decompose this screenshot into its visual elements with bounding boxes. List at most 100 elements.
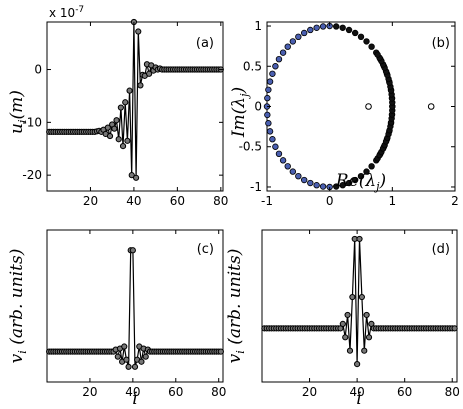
panel-c-plot-area: 20 40 60 80 <box>46 230 226 399</box>
panel-a-data-point <box>146 70 153 77</box>
panel-b: -1 0 1 2-1-0.500.51 (b) Re(λj) Im(λj) <box>229 19 459 208</box>
panel-d-plot-area: 20 40 60 80 <box>261 230 460 399</box>
panel-b-x-axis-label: Re(λj) <box>335 171 386 193</box>
panel-b-eigenvalue-point <box>266 78 274 85</box>
panel-d-x-tick-label: 20 <box>302 385 317 399</box>
panel-d-data-point <box>346 347 354 354</box>
panel-b-outlier-point <box>365 103 372 110</box>
panel-a-data-point <box>111 125 118 132</box>
panel-c-x-tick-label: 80 <box>211 385 226 399</box>
panel-b-outlier-point <box>427 103 435 110</box>
panel-d-data-point <box>361 347 368 354</box>
panel-d-data-point <box>363 311 370 319</box>
panel-b-eigenvalue-point <box>313 24 320 31</box>
panel-a-multiplier-base: x 10 <box>49 6 75 20</box>
panel-b-eigenvalue-point <box>333 183 340 190</box>
panel-c-x-tick-label: 60 <box>168 385 183 399</box>
panel-b-eigenvalue-point <box>266 128 274 135</box>
panel-d-x-tick-label: 40 <box>349 385 364 399</box>
panel-b-eigenvalue-point <box>345 179 353 187</box>
panel-d-y-label-sub: i <box>234 350 247 354</box>
panel-b-eigenvalue-point <box>264 111 271 119</box>
panel-b-frame <box>266 21 456 192</box>
panel-b-eigenvalue-point <box>307 26 314 34</box>
panel-b-x-label-sub: j <box>373 180 380 193</box>
panel-b-eigenvalue-point <box>363 168 370 175</box>
panel-d-data-point <box>365 334 373 341</box>
panel-d-data-point <box>344 311 351 319</box>
panel-b-eigenvalue-point <box>333 23 340 30</box>
panel-d-x-axis-label: i <box>356 389 361 409</box>
panel-b-eigenvalue-point <box>339 24 346 31</box>
panel-c-y-label-sub: i <box>16 350 29 354</box>
panel-b-x-tick-label: 2 <box>451 194 459 208</box>
panel-d-label: (d) <box>432 242 450 257</box>
panel-b-x-tick-label: 0 <box>326 194 334 208</box>
panel-a-y-axis-label: ui(m) <box>7 90 29 134</box>
panel-b-eigenvalue-point <box>265 120 272 127</box>
panel-d-data-point <box>339 320 346 327</box>
panel-a-label: (a) <box>196 36 214 51</box>
panel-d-y-label-dot: · <box>222 338 238 342</box>
panel-a-data-point <box>106 132 114 140</box>
panel-b-y-axis-label: Im(λj) <box>229 87 251 138</box>
panel-b-eigenvalue-point <box>300 176 308 184</box>
panel-b-y-tick-label: 1 <box>254 19 262 33</box>
panel-d-data-point <box>356 235 363 243</box>
panel-a-multiplier: x 10-7 <box>49 5 84 20</box>
panel-b-eigenvalue-point <box>300 29 308 37</box>
panel-d-x-tick-label: 60 <box>397 385 412 399</box>
panel-b-eigenvalue-point <box>272 63 279 70</box>
panel-c-data-point <box>138 358 145 365</box>
panel-a-y-label-base: u <box>7 123 27 134</box>
panel-a-x-tick-label: 20 <box>83 194 98 208</box>
panel-c-y-label-rest: (arb. units) <box>7 249 27 351</box>
panel-b-y-label-base: λ <box>229 97 249 109</box>
panel-d-data-point <box>349 293 356 301</box>
panel-b-eigenvalue-point <box>272 143 279 150</box>
panel-b-y-label-post: ) <box>229 87 249 95</box>
panel-d-series-line <box>264 238 455 365</box>
panel-b-eigenvalue-point <box>275 150 283 158</box>
panel-b-eigenvalue-point <box>319 23 327 30</box>
panel-b-label: (b) <box>432 36 450 51</box>
panel-b-eigenvalue-point <box>275 55 283 63</box>
panel-b-y-tick-label: 0 <box>254 100 262 114</box>
panel-b-x-label-post: ) <box>379 171 387 191</box>
panel-b-eigenvalue-point <box>374 51 381 58</box>
panel-b-eigenvalue-point <box>265 86 272 93</box>
panel-b-y-tick-label: -1 <box>250 180 262 194</box>
panel-a-x-tick-label: 80 <box>213 194 228 208</box>
panel-c-frame <box>46 229 224 383</box>
panel-c-label: (c) <box>197 242 214 257</box>
panel-a-data-point <box>124 137 131 144</box>
panel-b-x-label-base: λ <box>364 171 376 191</box>
panel-a-y-label-rest: (m) <box>7 90 27 119</box>
panel-b-eigenvalue-point <box>363 38 370 45</box>
panel-b-eigenvalue-point <box>295 33 302 41</box>
panel-b-y-tick-label: 0.5 <box>243 59 262 73</box>
panel-c-data-point <box>121 343 128 350</box>
panel-b-eigenvalue-point <box>357 33 365 41</box>
panel-a-y-tick-label: 0 <box>34 63 42 77</box>
panel-b-eigenvalue-point <box>289 168 297 175</box>
panel-b-eigenvalue-point <box>351 176 359 184</box>
panel-c-data-point <box>131 363 139 370</box>
panel-c-data-point <box>142 353 149 360</box>
panel-b-y-label-sub: j <box>238 93 251 100</box>
panel-a-x-tick-label: 40 <box>126 194 141 208</box>
panel-c-data-point <box>217 348 224 355</box>
panel-b-eigenvalue-point <box>357 172 365 180</box>
panel-c-data-point <box>129 247 136 254</box>
panel-a-multiplier-exponent: -7 <box>75 5 84 15</box>
panel-a-data-point <box>137 82 144 89</box>
panel-b-eigenvalue-point <box>269 136 276 143</box>
panel-b-eigenvalue-point <box>269 70 276 77</box>
panel-d-x-tick-label: 80 <box>445 385 460 399</box>
panel-d-y-label-rest: (arb. units) <box>225 249 245 351</box>
panel-b-eigenvalue-point <box>295 172 302 180</box>
panel-a-y-tick-label: -10 <box>22 115 42 129</box>
panel-b-y-tick-label: -0.5 <box>239 140 262 154</box>
panel-c-y-label-base: v <box>7 353 27 363</box>
